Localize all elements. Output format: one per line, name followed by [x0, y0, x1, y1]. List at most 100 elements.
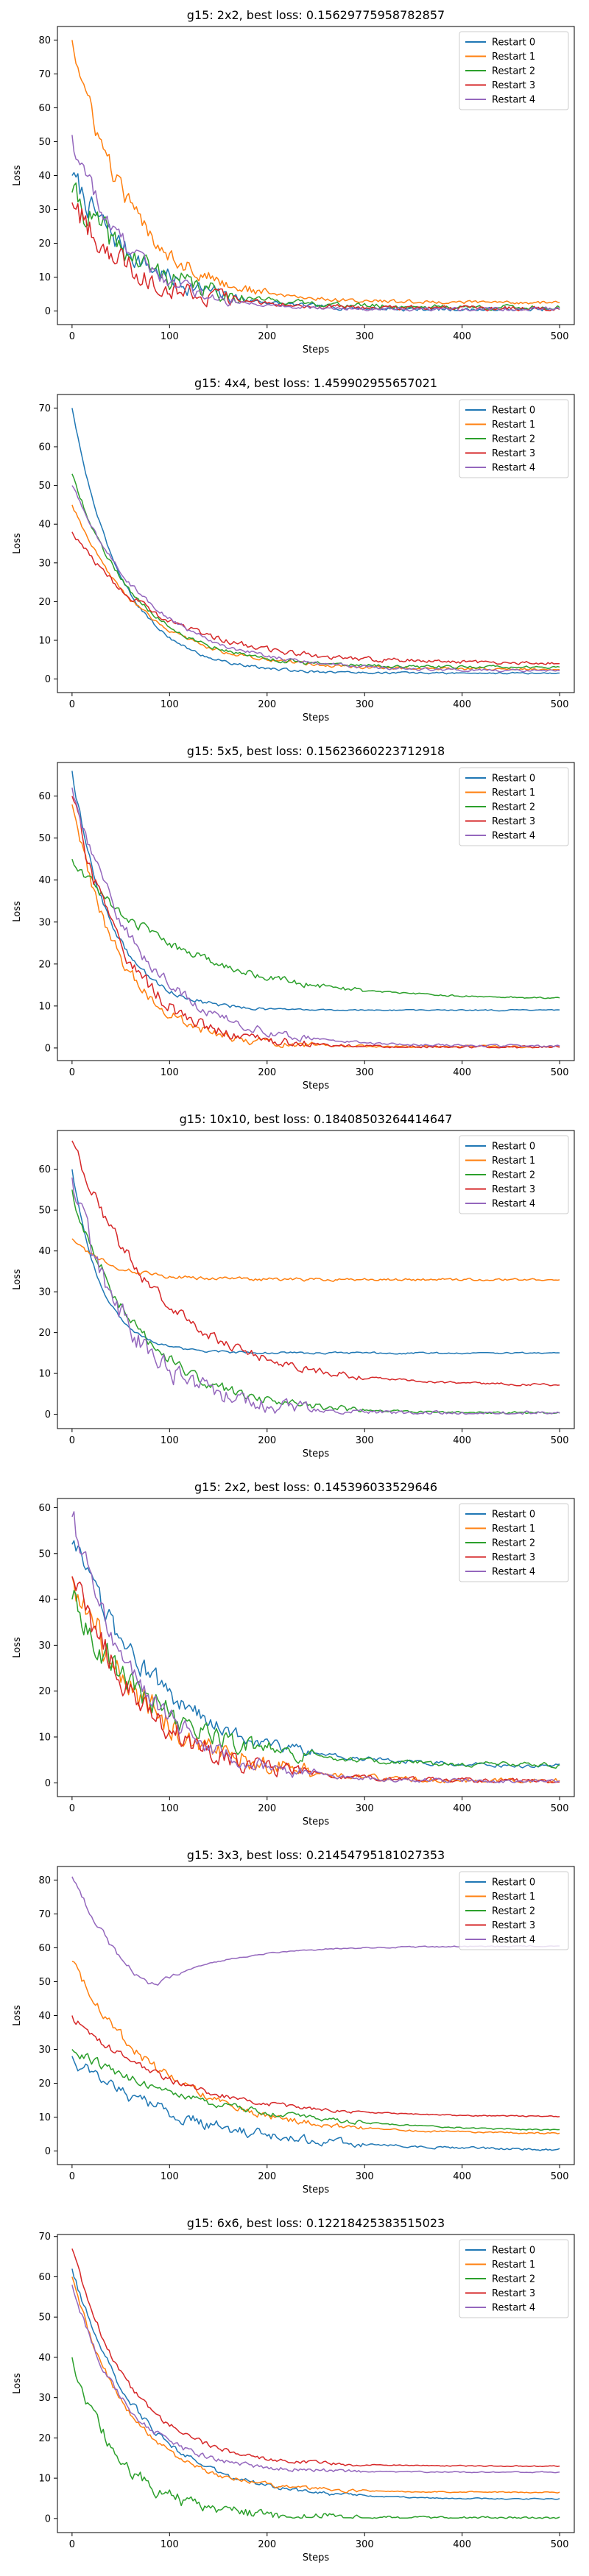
y-tick-label: 30 — [38, 205, 51, 216]
y-tick-label: 0 — [45, 1778, 51, 1789]
y-tick-label: 30 — [38, 1641, 51, 1652]
legend-label-3: Restart 3 — [492, 1184, 535, 1195]
axes-frame — [57, 2234, 575, 2533]
x-tick-label: 300 — [356, 1067, 374, 1078]
legend-label-1: Restart 1 — [492, 420, 535, 431]
x-tick-label: 300 — [356, 331, 374, 342]
y-tick-label: 30 — [38, 1287, 51, 1298]
legend-label-1: Restart 1 — [492, 788, 535, 799]
y-tick-label: 10 — [38, 272, 51, 283]
y-tick-label: 0 — [45, 306, 51, 317]
legend: Restart 0 Restart 1 Restart 2 Restart 3 Rest… — [459, 1135, 569, 1214]
x-tick-label: 500 — [551, 2171, 569, 2182]
legend-label-2: Restart 2 — [492, 434, 535, 445]
chart-title: g15: 3x3, best loss: 0.21454795181027353 — [187, 1848, 445, 1862]
y-tick-label: 60 — [38, 1503, 51, 1514]
series-line-4 — [71, 788, 560, 1048]
y-tick-label: 70 — [38, 69, 51, 80]
series-line-1 — [71, 1576, 560, 1783]
y-tick-label: 40 — [38, 1246, 51, 1257]
chart-panel-3: g15: 10x10, best loss: 0.184085032644146… — [12, 1112, 575, 1459]
y-tick-label: 20 — [38, 597, 51, 608]
legend-box — [459, 1871, 569, 1950]
y-tick-label: 70 — [38, 403, 51, 414]
legend-box — [459, 31, 569, 110]
legend-box — [459, 2239, 569, 2318]
legend-label-1: Restart 1 — [492, 1524, 535, 1535]
legend-label-4: Restart 4 — [492, 463, 535, 474]
series-line-2 — [71, 2049, 560, 2131]
series-line-2 — [71, 2357, 560, 2519]
series-line-4 — [71, 1511, 560, 1783]
y-tick-label: 40 — [38, 875, 51, 886]
series-line-3 — [71, 1140, 560, 1387]
x-tick-label: 500 — [551, 1067, 569, 1078]
legend-label-3: Restart 3 — [492, 1552, 535, 1563]
legend-label-2: Restart 2 — [492, 2274, 535, 2285]
x-tick-label: 100 — [161, 2171, 179, 2182]
legend-label-0: Restart 0 — [492, 2246, 535, 2257]
y-tick-label: 70 — [38, 1909, 51, 1920]
y-tick-label: 50 — [38, 1206, 51, 1217]
series-line-4 — [71, 2285, 560, 2474]
series-line-0 — [71, 408, 560, 675]
legend-label-2: Restart 2 — [492, 1538, 535, 1549]
x-tick-label: 0 — [69, 331, 75, 342]
x-tick-label: 500 — [551, 699, 569, 710]
y-tick-label: 30 — [38, 558, 51, 569]
y-tick-label: 10 — [38, 635, 51, 646]
legend-label-0: Restart 0 — [492, 1878, 535, 1889]
y-tick-label: 50 — [38, 1549, 51, 1560]
y-tick-label: 50 — [38, 481, 51, 492]
x-axis-label: Steps — [303, 2184, 330, 2195]
x-tick-label: 100 — [161, 1803, 179, 1814]
chart-title: g15: 4x4, best loss: 1.459902955657021 — [194, 376, 437, 390]
x-tick-label: 400 — [453, 331, 471, 342]
chart-panel-4: g15: 2x2, best loss: 0.145396033529646 0 1… — [12, 1480, 575, 1827]
y-tick-label: 50 — [38, 1977, 51, 1988]
legend-label-0: Restart 0 — [492, 774, 535, 785]
y-axis-label: Loss — [12, 2373, 23, 2394]
legend-box — [459, 767, 569, 846]
chart-panel-2: g15: 5x5, best loss: 0.15623660223712918… — [12, 744, 575, 1091]
x-axis-label: Steps — [303, 2552, 330, 2563]
series-line-4 — [71, 135, 560, 312]
y-tick-label: 70 — [38, 2232, 51, 2243]
y-tick-label: 60 — [38, 103, 51, 114]
legend-label-0: Restart 0 — [492, 406, 535, 417]
series-line-3 — [71, 1576, 560, 1784]
legend-label-0: Restart 0 — [492, 38, 535, 49]
legend-label-1: Restart 1 — [492, 2260, 535, 2271]
legend-label-2: Restart 2 — [492, 802, 535, 813]
x-tick-label: 300 — [356, 2171, 374, 2182]
chart-panel-5: g15: 3x3, best loss: 0.21454795181027353… — [12, 1848, 575, 2195]
y-tick-label: 0 — [45, 1043, 51, 1054]
chart-title: g15: 2x2, best loss: 0.15629775958782857 — [187, 8, 445, 22]
x-tick-label: 200 — [258, 331, 276, 342]
y-tick-label: 50 — [38, 833, 51, 844]
x-tick-label: 100 — [161, 699, 179, 710]
x-tick-label: 400 — [453, 1803, 471, 1814]
series-line-1 — [71, 40, 560, 305]
y-tick-label: 60 — [38, 2272, 51, 2283]
legend-label-1: Restart 1 — [492, 1892, 535, 1903]
y-axis-label: Loss — [12, 901, 23, 922]
y-tick-label: 20 — [38, 959, 51, 970]
series-line-3 — [71, 2248, 560, 2468]
y-tick-label: 60 — [38, 791, 51, 802]
legend-label-3: Restart 3 — [492, 816, 535, 827]
series-line-3 — [71, 2015, 560, 2117]
x-tick-label: 100 — [161, 1067, 179, 1078]
y-axis-label: Loss — [12, 1269, 23, 1290]
y-tick-label: 0 — [45, 2513, 51, 2524]
y-axis-label: Loss — [12, 2005, 23, 2026]
legend-label-2: Restart 2 — [492, 1906, 535, 1917]
x-tick-label: 0 — [69, 1435, 75, 1446]
x-tick-label: 200 — [258, 2539, 276, 2550]
series-line-2 — [71, 473, 560, 670]
x-tick-label: 100 — [161, 1435, 179, 1446]
series-line-1 — [71, 1238, 560, 1282]
legend-box — [459, 399, 569, 478]
legend: Restart 0 Restart 1 Restart 2 Restart 3 Rest… — [459, 31, 569, 110]
x-tick-label: 300 — [356, 1803, 374, 1814]
